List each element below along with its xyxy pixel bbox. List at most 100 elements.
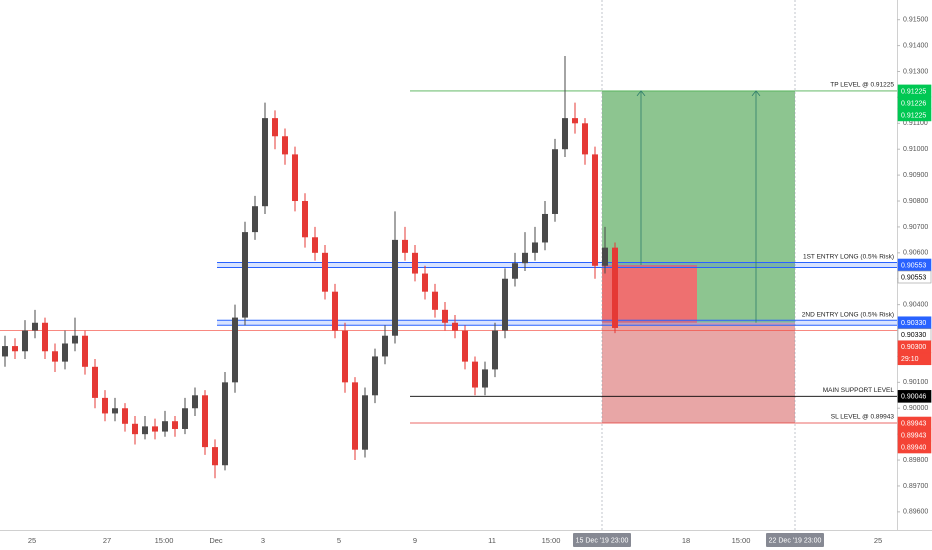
overlays: TP LEVEL @ 0.91225 1ST ENTRY LONG (0.5% R… — [636, 82, 895, 421]
arrow-head — [636, 90, 646, 97]
x-tick-label: 15:00 — [732, 536, 751, 545]
x-tick-label: 18 — [682, 536, 690, 545]
candle-body — [252, 206, 258, 233]
price-label-box — [897, 440, 932, 454]
arrow-head — [751, 90, 761, 97]
price-label: 0.89943 — [901, 432, 926, 439]
candle-body — [452, 322, 458, 331]
candle-body — [272, 118, 278, 137]
price-label: 0.90046 — [901, 394, 926, 401]
price-label-box — [897, 108, 932, 122]
y-tick-label: 0.90100 — [903, 379, 928, 386]
candle-body — [522, 252, 528, 264]
countdown-label: 29:10 — [901, 356, 919, 363]
price-label: 0.91225 — [901, 112, 926, 119]
candle-body — [62, 343, 68, 362]
y-tick-label: 0.90600 — [903, 250, 928, 257]
candle-body — [182, 408, 188, 429]
candle-body — [552, 149, 558, 214]
y-tick-label: 0.89600 — [903, 509, 928, 516]
candle-body — [492, 330, 498, 370]
price-label-box — [897, 390, 932, 403]
candle-body — [112, 408, 118, 414]
candle-body — [412, 252, 418, 274]
candle-body — [52, 351, 58, 362]
x-tick-label: 3 — [261, 536, 265, 545]
x-tick-label: Dec — [209, 536, 223, 545]
x-tick-label: 9 — [413, 536, 417, 545]
candle-body — [202, 395, 208, 448]
candle-body — [1, 346, 8, 357]
level-label: TP LEVEL @ 0.91225 — [830, 82, 894, 89]
candle-body — [192, 395, 198, 409]
candle-body — [142, 426, 148, 435]
candle-body — [72, 335, 78, 344]
level-label: 2ND ENTRY LONG (0.5% Risk) — [802, 311, 894, 318]
price-label: 0.91226 — [901, 100, 926, 107]
candle-body — [512, 263, 518, 279]
y-tick-label: 0.90400 — [903, 301, 928, 308]
candle-body — [562, 118, 568, 150]
candle-body — [102, 397, 108, 414]
x-marker-label: 15 Dec '19 23:00 — [576, 537, 629, 544]
candle-body — [612, 247, 618, 328]
loss-zone — [602, 322, 795, 424]
candle-body — [82, 335, 88, 367]
y-tick-label: 0.90900 — [903, 172, 928, 179]
candles — [1, 55, 618, 479]
candle-body — [232, 317, 238, 383]
price-label: 0.89940 — [901, 444, 926, 451]
level-label: SL LEVEL @ 0.89943 — [831, 414, 895, 421]
candle-body — [472, 361, 478, 388]
price-label: 0.91225 — [901, 88, 926, 95]
candle-body — [432, 291, 438, 310]
candle-body — [222, 382, 228, 466]
candle-body — [92, 366, 98, 398]
candle-body — [382, 335, 388, 357]
candle-body — [542, 213, 548, 243]
y-tick-label: 0.91400 — [903, 42, 928, 49]
countdown-label-box — [897, 352, 932, 366]
level-band — [217, 320, 897, 326]
x-tick-label: 11 — [488, 536, 496, 545]
candle-body — [372, 356, 378, 396]
candle-body — [572, 118, 578, 124]
level-band — [217, 262, 897, 268]
x-marker-box — [573, 533, 631, 547]
x-tick-label: 25 — [28, 536, 36, 545]
candle-body — [392, 239, 398, 336]
candle-body — [42, 322, 48, 352]
candle-body — [152, 426, 158, 432]
y-tick-label: 0.91300 — [903, 68, 928, 75]
price-label-box — [897, 270, 932, 284]
candle-body — [602, 247, 608, 266]
price-label: 0.90553 — [901, 274, 926, 281]
candle-body — [172, 421, 178, 429]
candle-body — [302, 201, 308, 238]
x-marker-label: 22 Dec '19 23:00 — [769, 537, 822, 544]
candle-body — [322, 252, 328, 292]
candle-body — [282, 136, 288, 155]
y-tick-label: 0.91500 — [903, 17, 928, 24]
price-label: 0.89943 — [901, 420, 926, 427]
y-tick-label: 0.89700 — [903, 483, 928, 490]
candle-body — [22, 330, 28, 352]
y-tick-label: 0.91100 — [903, 120, 928, 127]
candle-body — [122, 408, 128, 424]
candle-body — [502, 278, 508, 331]
candle-body — [262, 118, 268, 207]
candle-body — [582, 123, 588, 155]
candle-body — [442, 309, 448, 323]
y-tick-label: 0.91000 — [903, 146, 928, 153]
x-tick-label: 15:00 — [542, 536, 561, 545]
candle-body — [212, 447, 218, 466]
candle-body — [532, 242, 538, 253]
candle-body — [162, 421, 168, 432]
candle-body — [462, 330, 468, 362]
candle-body — [132, 423, 138, 435]
profit-zone — [602, 90, 697, 265]
price-label: 0.90300 — [901, 344, 926, 351]
x-tick-label: 15:00 — [155, 536, 174, 545]
